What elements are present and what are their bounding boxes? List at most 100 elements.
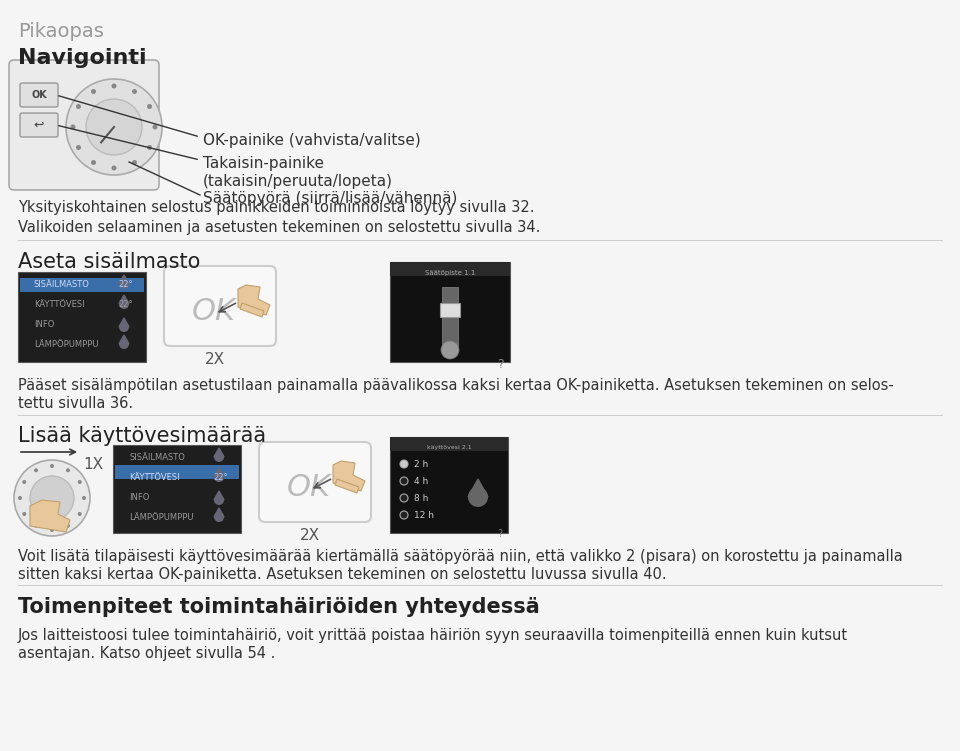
Bar	[442, 287, 458, 347]
Circle shape	[30, 476, 74, 520]
Circle shape	[119, 299, 129, 309]
Text: OK: OK	[287, 473, 331, 502]
Circle shape	[18, 496, 22, 500]
Text: Takaisin-painike: Takaisin-painike	[203, 156, 324, 171]
Polygon shape	[119, 335, 129, 344]
Text: 2X: 2X	[205, 352, 226, 367]
Circle shape	[66, 79, 162, 175]
Circle shape	[86, 99, 142, 155]
Circle shape	[78, 480, 82, 484]
Text: 4 h: 4 h	[414, 477, 428, 486]
Circle shape	[111, 83, 116, 89]
Text: OK-painike (vahvista/valitse): OK-painike (vahvista/valitse)	[203, 133, 420, 148]
Text: Aseta sisäilmasto: Aseta sisäilmasto	[18, 252, 201, 272]
Bar	[390, 437, 508, 533]
Text: OK: OK	[192, 297, 236, 327]
Text: OK: OK	[31, 90, 47, 100]
Circle shape	[147, 104, 152, 109]
Text: ?: ?	[496, 358, 503, 371]
Text: asentajan. Katso ohjeet sivulla 54 .: asentajan. Katso ohjeet sivulla 54 .	[18, 646, 276, 661]
Circle shape	[132, 160, 137, 165]
Circle shape	[66, 523, 70, 528]
Text: 12 h: 12 h	[414, 511, 434, 520]
Circle shape	[66, 469, 70, 472]
Text: LÄMPÖPUMPPU: LÄMPÖPUMPPU	[129, 513, 194, 522]
Circle shape	[91, 89, 96, 94]
Text: 8 h: 8 h	[414, 494, 428, 503]
Text: LÄMPÖPUMPPU: LÄMPÖPUMPPU	[34, 340, 99, 349]
Bar	[18, 272, 146, 362]
Circle shape	[91, 160, 96, 165]
Text: Valikoiden selaaminen ja asetusten tekeminen on selostettu sivulla 34.: Valikoiden selaaminen ja asetusten tekem…	[18, 220, 540, 235]
FancyBboxPatch shape	[259, 442, 371, 522]
Text: INFO: INFO	[129, 493, 150, 502]
Circle shape	[153, 125, 157, 129]
Circle shape	[400, 477, 408, 485]
Circle shape	[441, 341, 459, 359]
Text: KÄYTTÖVESI: KÄYTTÖVESI	[34, 300, 84, 309]
Bar	[440, 303, 460, 317]
Circle shape	[82, 496, 86, 500]
Text: 2X: 2X	[300, 528, 320, 543]
Circle shape	[34, 469, 38, 472]
Text: tettu sivulla 36.: tettu sivulla 36.	[18, 396, 133, 411]
Polygon shape	[240, 303, 264, 317]
Text: 2 h: 2 h	[414, 460, 428, 469]
FancyBboxPatch shape	[9, 60, 159, 190]
Circle shape	[132, 89, 137, 94]
Circle shape	[22, 512, 26, 516]
FancyBboxPatch shape	[164, 266, 276, 346]
Circle shape	[214, 512, 224, 522]
Circle shape	[111, 165, 116, 170]
Text: KÄYTTÖVESI: KÄYTTÖVESI	[129, 473, 180, 482]
Bar	[390, 262, 510, 362]
Polygon shape	[214, 491, 224, 500]
Text: 22°: 22°	[213, 473, 228, 482]
Text: (takaisin/peruuta/lopeta): (takaisin/peruuta/lopeta)	[203, 174, 393, 189]
Polygon shape	[214, 508, 224, 517]
Circle shape	[147, 145, 152, 150]
Text: Navigointi: Navigointi	[18, 48, 147, 68]
Text: Voit lisätä tilapäisesti käyttövesimäärää kiertämällä säätöpyörää niin, että val: Voit lisätä tilapäisesti käyttövesimäärä…	[18, 549, 902, 564]
Circle shape	[70, 125, 76, 129]
Circle shape	[119, 322, 129, 332]
Circle shape	[468, 487, 488, 507]
Text: Toimenpiteet toimintahäiriöiden yhteydessä: Toimenpiteet toimintahäiriöiden yhteydes…	[18, 597, 540, 617]
Polygon shape	[119, 318, 129, 327]
Circle shape	[76, 145, 81, 150]
Text: Lisää käyttövesimäärää: Lisää käyttövesimäärää	[18, 426, 266, 446]
Text: Säätöpiste 1.1: Säätöpiste 1.1	[425, 270, 475, 276]
Polygon shape	[30, 500, 70, 532]
Circle shape	[119, 339, 129, 349]
Text: Jos laitteistoosi tulee toimintahäiriö, voit yrittää poistaa häiriön syyn seuraa: Jos laitteistoosi tulee toimintahäiriö, …	[18, 628, 848, 643]
Circle shape	[78, 512, 82, 516]
Text: Pikaopas: Pikaopas	[18, 22, 104, 41]
Text: INFO: INFO	[34, 320, 55, 329]
FancyBboxPatch shape	[20, 113, 58, 137]
Polygon shape	[119, 295, 129, 304]
Bar	[115, 465, 239, 479]
Circle shape	[119, 279, 129, 289]
Polygon shape	[214, 448, 224, 457]
Circle shape	[400, 460, 408, 468]
FancyBboxPatch shape	[20, 83, 58, 107]
Text: 1X: 1X	[83, 457, 103, 472]
Bar	[390, 437, 508, 451]
Circle shape	[400, 494, 408, 502]
Circle shape	[34, 523, 38, 528]
Polygon shape	[333, 461, 365, 491]
Text: 22°: 22°	[118, 280, 132, 289]
Text: sitten kaksi kertaa OK-painiketta. Asetuksen tekeminen on selostettu luvussa siv: sitten kaksi kertaa OK-painiketta. Asetu…	[18, 567, 666, 582]
Bar	[20, 278, 144, 292]
Circle shape	[50, 528, 54, 532]
Polygon shape	[335, 479, 359, 493]
Bar	[113, 445, 241, 533]
Polygon shape	[214, 468, 224, 477]
Text: ?: ?	[497, 529, 503, 539]
Text: ↩: ↩	[34, 119, 44, 131]
Circle shape	[50, 464, 54, 468]
Text: SISÄILMASTO: SISÄILMASTO	[129, 453, 185, 462]
Circle shape	[214, 495, 224, 505]
Circle shape	[76, 104, 81, 109]
Polygon shape	[468, 479, 488, 497]
